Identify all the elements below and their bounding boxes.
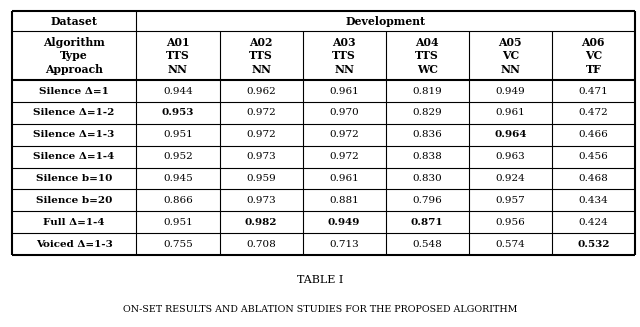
Text: Silence Δ=1-3: Silence Δ=1-3 (33, 130, 115, 139)
Text: 0.963: 0.963 (495, 152, 525, 161)
Text: Voiced Δ=1-3: Voiced Δ=1-3 (36, 240, 113, 249)
Text: Silence Δ=1-2: Silence Δ=1-2 (33, 109, 115, 117)
Text: 0.956: 0.956 (495, 218, 525, 227)
Text: A05
VC
NN: A05 VC NN (499, 37, 522, 75)
Text: 0.819: 0.819 (412, 87, 442, 95)
Text: Dataset: Dataset (51, 16, 97, 27)
Text: 0.972: 0.972 (246, 130, 276, 139)
Text: 0.796: 0.796 (412, 196, 442, 205)
Text: 0.838: 0.838 (412, 152, 442, 161)
Text: 0.962: 0.962 (246, 87, 276, 95)
Text: A01
TTS
NN: A01 TTS NN (166, 37, 190, 75)
Text: 0.836: 0.836 (412, 130, 442, 139)
Text: 0.951: 0.951 (163, 130, 193, 139)
Text: 0.574: 0.574 (495, 240, 525, 249)
Text: 0.945: 0.945 (163, 174, 193, 183)
Text: 0.961: 0.961 (329, 174, 359, 183)
Text: 0.755: 0.755 (163, 240, 193, 249)
Text: 0.949: 0.949 (495, 87, 525, 95)
Text: 0.944: 0.944 (163, 87, 193, 95)
Text: Silence Δ=1-4: Silence Δ=1-4 (33, 152, 115, 161)
Text: 0.924: 0.924 (495, 174, 525, 183)
Text: TABLE I: TABLE I (297, 275, 343, 284)
Text: Silence b=20: Silence b=20 (36, 196, 112, 205)
Text: A06
VC
TF: A06 VC TF (582, 37, 605, 75)
Text: 0.866: 0.866 (163, 196, 193, 205)
Text: Full Δ=1-4: Full Δ=1-4 (44, 218, 105, 227)
Text: 0.973: 0.973 (246, 152, 276, 161)
Text: 0.829: 0.829 (412, 109, 442, 117)
Text: 0.982: 0.982 (245, 218, 277, 227)
Text: 0.468: 0.468 (579, 174, 608, 183)
Text: A04
TTS
WC: A04 TTS WC (415, 37, 439, 75)
Text: A02
TTS
NN: A02 TTS NN (249, 37, 273, 75)
Text: 0.953: 0.953 (162, 109, 194, 117)
Text: ON-SET RESULTS AND ABLATION STUDIES FOR THE PROPOSED ALGORITHM: ON-SET RESULTS AND ABLATION STUDIES FOR … (123, 304, 517, 314)
Text: 0.972: 0.972 (329, 130, 359, 139)
Text: 0.472: 0.472 (579, 109, 608, 117)
Text: 0.471: 0.471 (579, 87, 608, 95)
Text: 0.871: 0.871 (411, 218, 444, 227)
Text: A03
TTS
NN: A03 TTS NN (332, 37, 356, 75)
Text: 0.952: 0.952 (163, 152, 193, 161)
Text: 0.713: 0.713 (329, 240, 359, 249)
Text: Silence b=10: Silence b=10 (36, 174, 112, 183)
Text: Silence Δ=1: Silence Δ=1 (39, 87, 109, 95)
Text: Development: Development (346, 16, 426, 27)
Text: 0.466: 0.466 (579, 130, 608, 139)
Text: 0.949: 0.949 (328, 218, 360, 227)
Text: 0.434: 0.434 (579, 196, 608, 205)
Text: 0.970: 0.970 (329, 109, 359, 117)
Text: 0.708: 0.708 (246, 240, 276, 249)
Text: 0.959: 0.959 (246, 174, 276, 183)
Text: 0.972: 0.972 (246, 109, 276, 117)
Text: 0.957: 0.957 (495, 196, 525, 205)
Text: 0.548: 0.548 (412, 240, 442, 249)
Text: 0.881: 0.881 (329, 196, 359, 205)
Text: 0.961: 0.961 (495, 109, 525, 117)
Text: 0.424: 0.424 (579, 218, 608, 227)
Text: 0.830: 0.830 (412, 174, 442, 183)
Text: 0.532: 0.532 (577, 240, 609, 249)
Text: 0.456: 0.456 (579, 152, 608, 161)
Text: 0.951: 0.951 (163, 218, 193, 227)
Text: 0.961: 0.961 (329, 87, 359, 95)
Text: 0.973: 0.973 (246, 196, 276, 205)
Text: Algorithm
Type
Approach: Algorithm Type Approach (43, 37, 105, 75)
Text: 0.972: 0.972 (329, 152, 359, 161)
Text: 0.964: 0.964 (494, 130, 527, 139)
